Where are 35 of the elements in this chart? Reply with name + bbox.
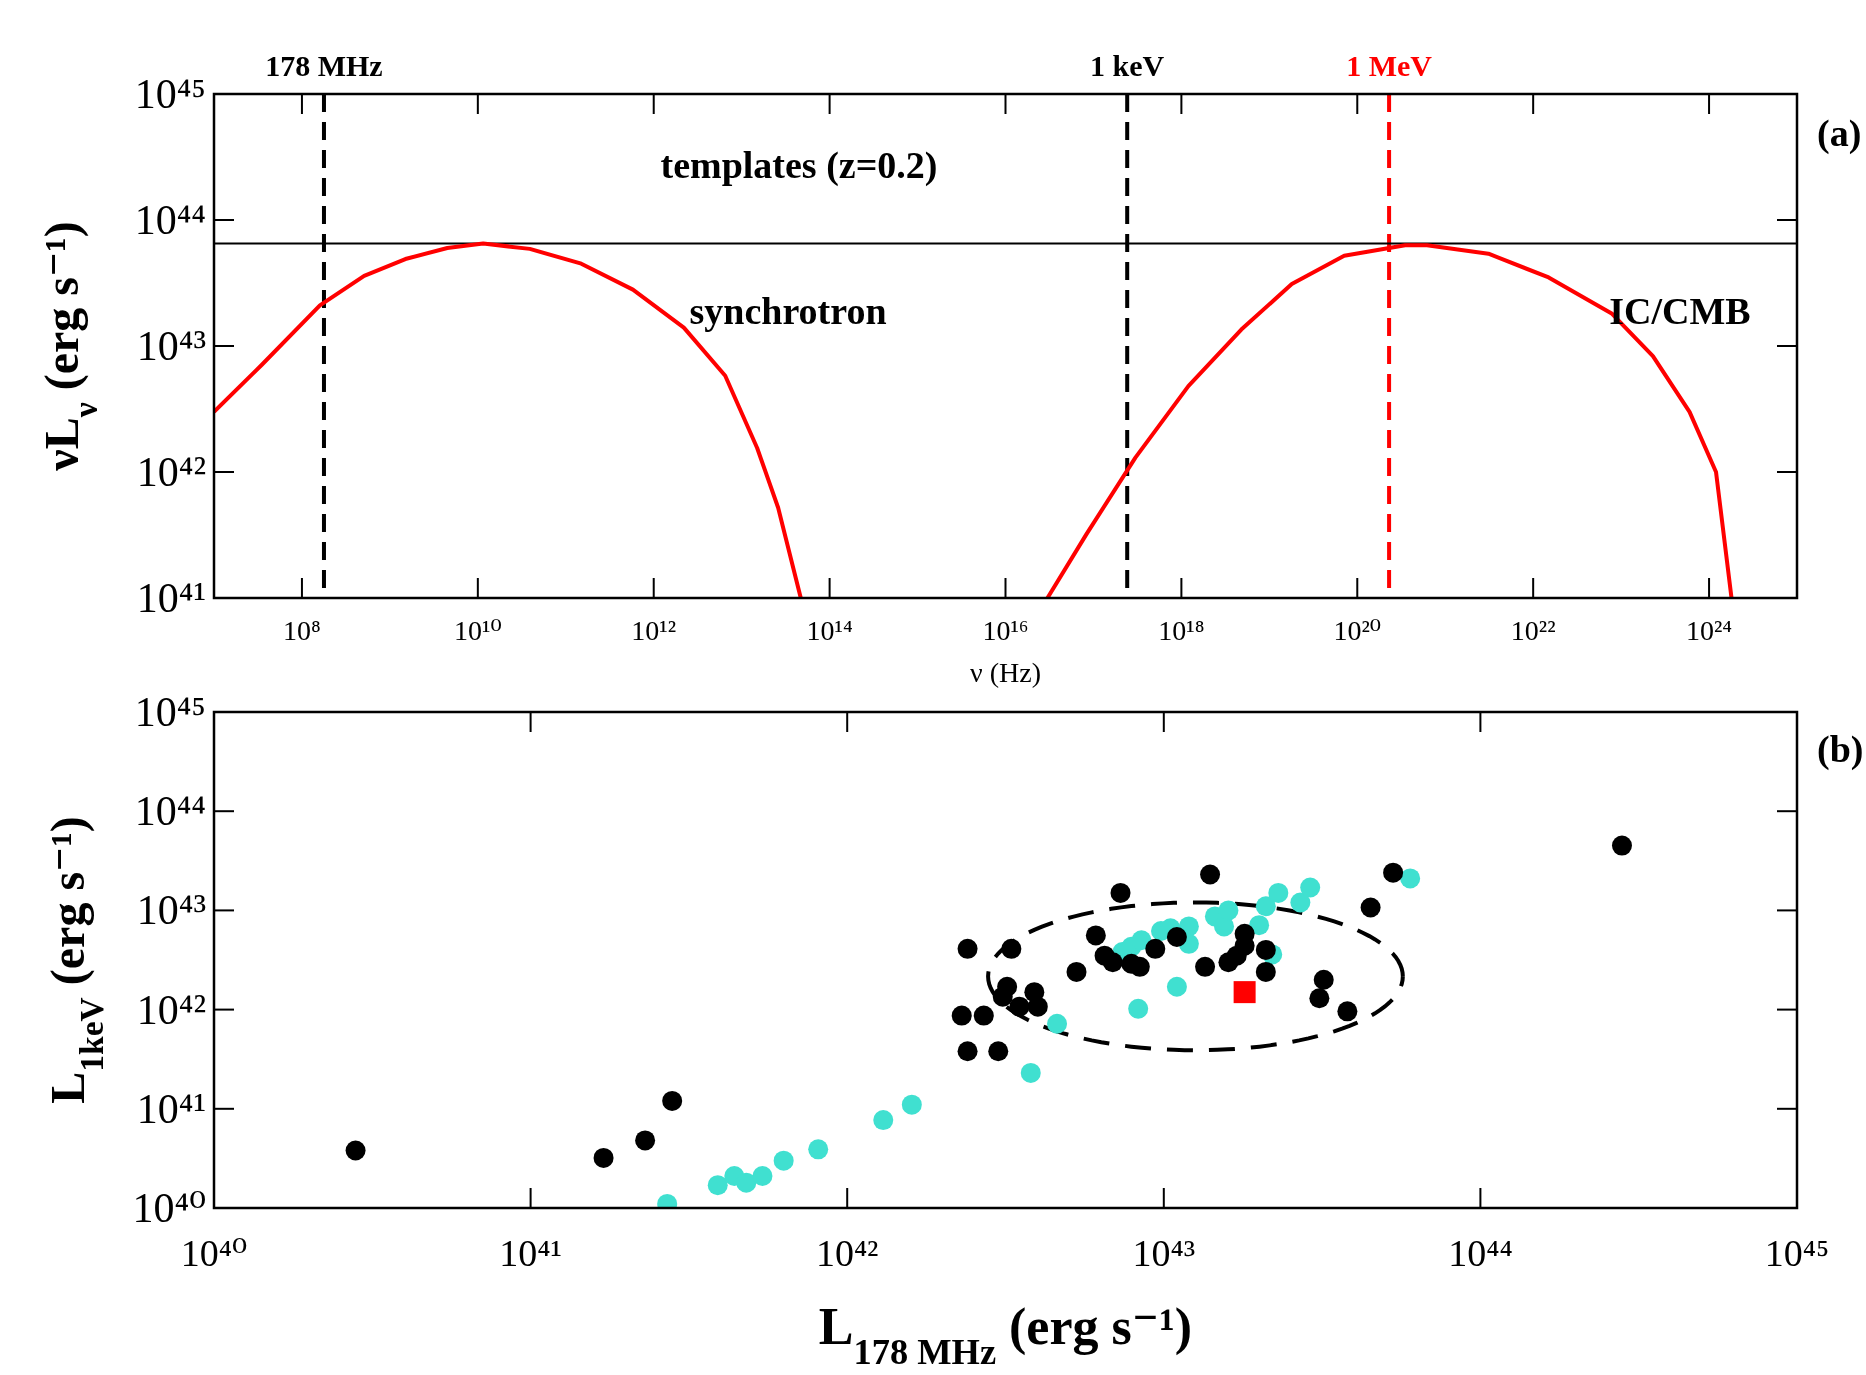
- ref-line-label: 178 MHz: [265, 49, 383, 82]
- x-tick-label: 10⁸: [283, 615, 321, 646]
- x-axis-title: ν (Hz): [970, 657, 1041, 688]
- y-tick-label: 10⁴⁴: [134, 197, 206, 243]
- text: (a): [1817, 112, 1862, 155]
- y-tick-label: 10⁴³: [136, 323, 206, 369]
- x-tick-label: 10²⁴: [1685, 615, 1733, 646]
- x-tick-label: 10⁴⁰: [180, 1232, 248, 1274]
- x-tick-label: 10¹²: [631, 615, 677, 646]
- x-tick-label: 10²²: [1510, 615, 1556, 646]
- annotation: templates (z=0.2): [660, 144, 938, 187]
- x-tick-label: 10⁴⁴: [1448, 1232, 1513, 1274]
- x-tick-label: 10¹⁴: [806, 615, 853, 646]
- y-tick-label: 10⁴¹: [136, 1085, 206, 1132]
- x-tick-label: 10²⁰: [1333, 615, 1382, 646]
- x-tick-label: 10⁴¹: [499, 1232, 562, 1274]
- x-tick-label: 10¹⁰: [454, 615, 502, 646]
- x-tick-label: 10⁴³: [1132, 1232, 1196, 1274]
- x-tick-label: 10¹⁸: [1158, 615, 1205, 646]
- ref-line-label: 1 keV: [1090, 49, 1165, 82]
- annotation: IC/CMB: [1609, 290, 1751, 332]
- x-tick-label: 10⁴²: [815, 1232, 879, 1274]
- text: (b): [1817, 728, 1864, 771]
- ref-line-label: 1 MeV: [1346, 49, 1433, 82]
- x-tick-label: 10⁴⁵: [1764, 1232, 1830, 1274]
- y-tick-label: 10⁴⁰: [132, 1185, 206, 1231]
- y-tick-label: 10⁴⁴: [134, 788, 206, 835]
- y-tick-label: 10⁴³: [136, 887, 206, 934]
- y-tick-label: 10⁴²: [136, 986, 206, 1033]
- x-tick-label: 10¹⁶: [982, 615, 1029, 646]
- x-axis-title: L$_{178 MHz}$ (erg s⁻¹): [818, 1298, 1193, 1372]
- annotation: synchrotron: [689, 290, 887, 332]
- y-tick-label: 10⁴⁵: [134, 689, 206, 735]
- y-tick-label: 10⁴²: [136, 449, 206, 495]
- y-tick-label: 10⁴⁵: [134, 71, 206, 117]
